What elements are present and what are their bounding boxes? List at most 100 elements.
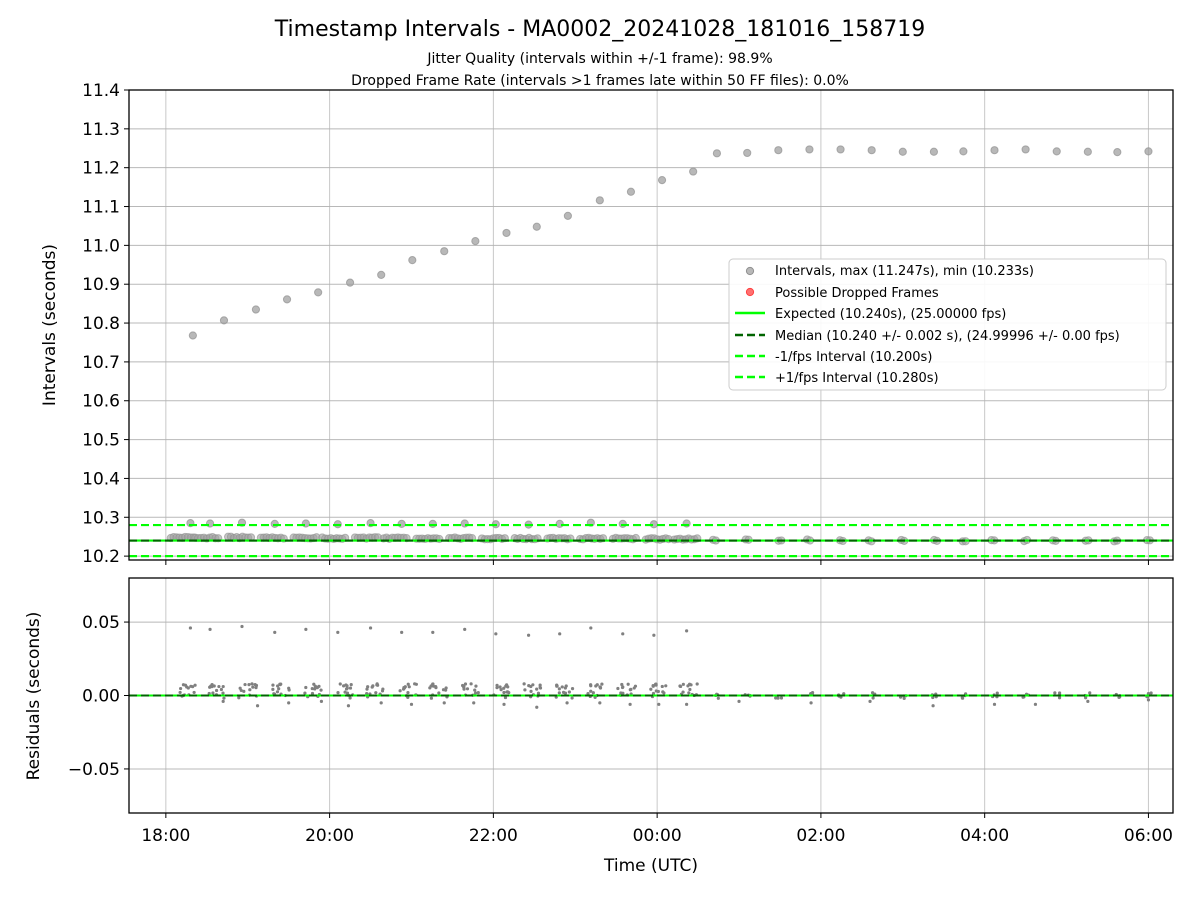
residual-point xyxy=(598,685,602,689)
residual-point xyxy=(1146,691,1150,696)
intervals-y-tick-label: 11.2 xyxy=(82,159,120,179)
residual-point xyxy=(535,687,539,691)
residual-point xyxy=(628,702,632,706)
residual-point xyxy=(555,684,559,688)
residual-point xyxy=(406,682,410,686)
residual-point xyxy=(616,686,620,691)
residual-point xyxy=(277,687,281,691)
residual-point xyxy=(633,684,638,688)
residual-point xyxy=(271,687,275,691)
residual-point xyxy=(685,702,689,706)
intervals-y-tick-label: 10.7 xyxy=(82,353,120,373)
residual-point xyxy=(522,682,526,686)
residual-point xyxy=(1053,691,1057,695)
residual-point xyxy=(651,691,656,696)
residual-point xyxy=(473,688,477,692)
max-interval-point xyxy=(595,196,604,205)
residual-point xyxy=(626,682,630,686)
residual-point xyxy=(186,686,190,690)
residual-point xyxy=(469,682,473,686)
residual-point xyxy=(178,690,182,695)
chart-title: Timestamp Intervals - MA0002_20241028_18… xyxy=(274,17,925,42)
intervals-y-tick-label: 11.0 xyxy=(82,236,120,256)
residual-point xyxy=(538,685,542,689)
residual-point xyxy=(239,688,243,693)
residual-point xyxy=(287,701,291,705)
intervals-y-tick-label: 10.9 xyxy=(82,275,120,295)
residuals-frame xyxy=(128,577,1174,814)
residual-point xyxy=(191,685,195,689)
residual-point xyxy=(505,683,509,687)
residual-point xyxy=(409,702,414,706)
residual-point xyxy=(221,699,225,703)
residual-point xyxy=(495,686,499,690)
intervals-y-tick-label: 10.6 xyxy=(82,392,120,412)
residual-point xyxy=(570,687,575,691)
residual-point xyxy=(431,630,435,634)
max-interval-point xyxy=(867,146,876,155)
max-interval-point xyxy=(1144,147,1153,156)
residual-point xyxy=(523,688,527,692)
residual-point xyxy=(343,690,347,694)
residual-point xyxy=(563,686,567,690)
interval-point xyxy=(397,519,406,528)
legend: Intervals, max (11.247s), min (10.233s) … xyxy=(728,258,1167,391)
residual-point xyxy=(221,691,225,695)
residual-point xyxy=(192,690,196,695)
residuals-panel: −0.05 0.00 0.05 18:00 20:00 22:00 00:00 02:00 0… xyxy=(24,577,1174,876)
residuals-y-ticks: −0.05 0.00 0.05 xyxy=(68,613,129,780)
residual-point xyxy=(442,701,446,705)
interval-point xyxy=(428,519,437,528)
max-interval-point xyxy=(1083,147,1092,156)
residual-point xyxy=(868,699,872,703)
residual-point xyxy=(304,627,308,632)
residual-point xyxy=(689,683,693,687)
max-interval-point xyxy=(689,167,698,176)
residual-point xyxy=(248,688,252,692)
residual-point xyxy=(651,684,655,688)
residual-point xyxy=(595,683,599,687)
x-tick-label: 02:00 xyxy=(796,826,845,846)
residual-point xyxy=(365,687,369,691)
residual-point xyxy=(379,701,383,705)
residual-point xyxy=(1057,696,1062,700)
residual-point xyxy=(960,696,965,700)
max-interval-point xyxy=(959,147,968,156)
residual-point xyxy=(779,696,784,700)
residual-point xyxy=(179,686,183,691)
chart-subtitle-dropped: Dropped Frame Rate (intervals >1 frames … xyxy=(351,73,849,89)
residual-point xyxy=(495,683,499,687)
residual-point xyxy=(476,691,480,695)
residual-point xyxy=(214,688,219,693)
residual-point xyxy=(366,685,370,689)
intervals-y-tick-label: 11.3 xyxy=(82,120,120,140)
legend-box xyxy=(728,258,1167,391)
residual-point xyxy=(237,696,241,700)
residual-point xyxy=(336,691,340,695)
max-interval-point xyxy=(657,176,667,185)
residual-point xyxy=(429,696,433,700)
legend-intervals-marker xyxy=(745,266,755,276)
residual-point xyxy=(211,691,215,695)
intervals-y-label: Intervals (seconds) xyxy=(40,244,60,406)
legend-median-label: Median (10.240 +/- 0.002 s), (24.99996 +… xyxy=(775,329,1120,344)
residual-point xyxy=(685,629,689,633)
residual-point xyxy=(1149,691,1153,695)
residual-point xyxy=(255,704,260,708)
residual-point xyxy=(687,691,691,695)
residual-point xyxy=(1088,691,1092,695)
residual-point xyxy=(346,704,351,708)
residual-point xyxy=(210,683,214,687)
max-interval-point xyxy=(836,145,845,154)
residual-point xyxy=(567,690,571,694)
residual-point xyxy=(207,691,211,696)
residual-point xyxy=(563,691,568,695)
max-interval-point xyxy=(898,147,907,156)
residual-point xyxy=(251,685,255,689)
legend-upper-bound-label: +1/fps Interval (10.280s) xyxy=(775,371,939,386)
residual-point xyxy=(278,682,282,686)
residual-point xyxy=(375,682,379,686)
max-interval-point xyxy=(1021,145,1030,154)
intervals-frame xyxy=(128,89,1174,561)
residual-point xyxy=(465,687,470,691)
